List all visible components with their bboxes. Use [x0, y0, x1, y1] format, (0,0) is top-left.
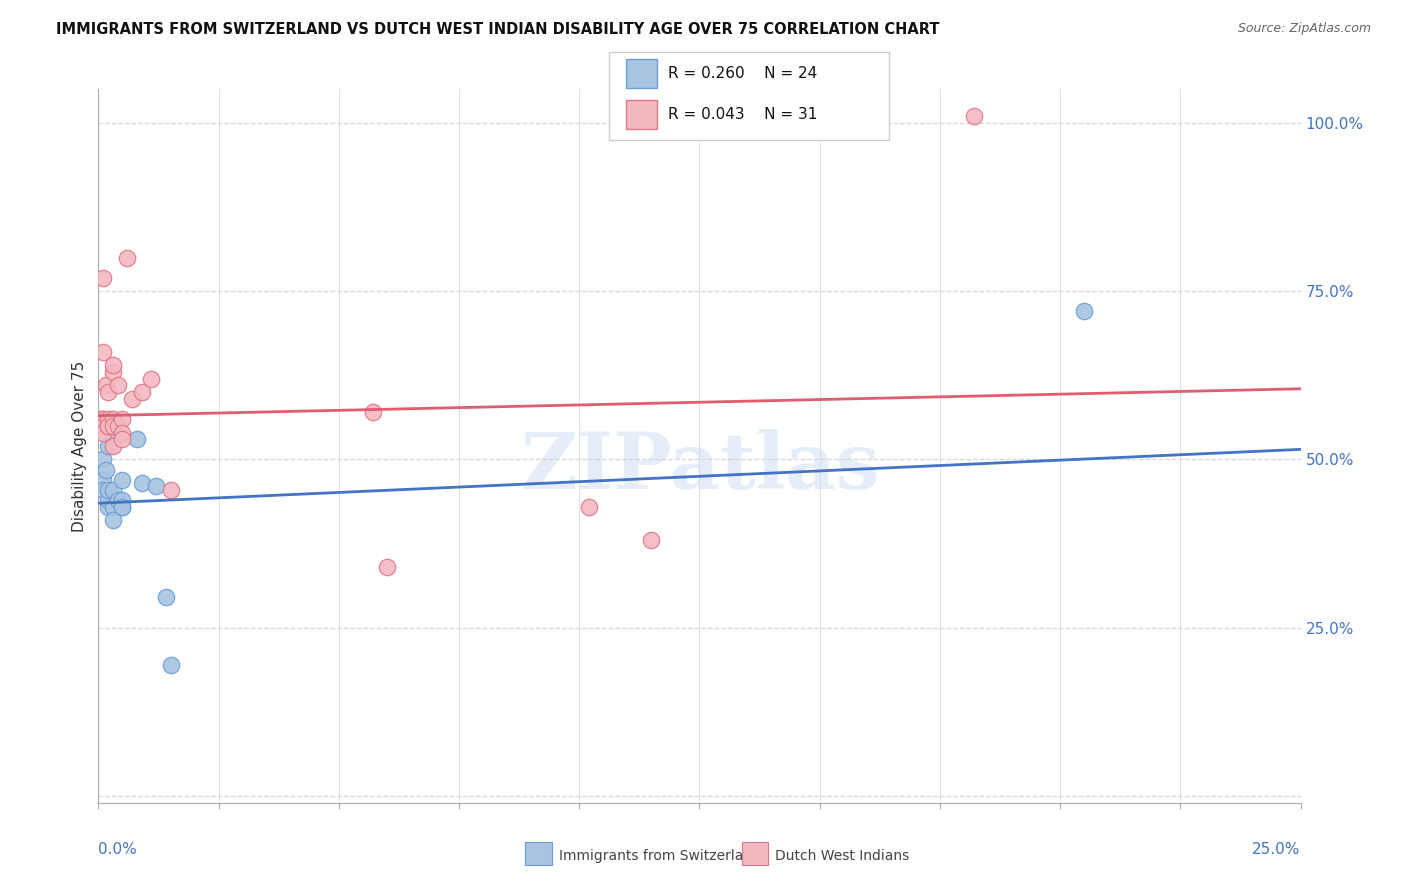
Point	[1073, 304, 1095, 318]
Point	[131, 385, 153, 400]
Point	[107, 378, 129, 392]
Text: Source: ZipAtlas.com: Source: ZipAtlas.com	[1237, 22, 1371, 36]
FancyBboxPatch shape	[526, 842, 551, 865]
Point	[97, 412, 120, 426]
Point	[91, 344, 114, 359]
Point	[101, 358, 124, 372]
Point	[91, 452, 114, 467]
Point	[962, 109, 984, 123]
Point	[141, 372, 163, 386]
Point	[159, 483, 181, 497]
FancyBboxPatch shape	[741, 842, 768, 865]
Point	[97, 418, 120, 433]
Text: R = 0.043    N = 31: R = 0.043 N = 31	[668, 107, 817, 122]
Point	[101, 412, 124, 426]
Text: 0.0%: 0.0%	[98, 842, 138, 857]
Point	[107, 492, 129, 507]
Point	[125, 432, 148, 446]
Point	[111, 500, 134, 514]
Point	[94, 462, 117, 476]
Point	[97, 385, 120, 400]
Point	[131, 476, 153, 491]
Point	[94, 378, 117, 392]
Point	[117, 251, 139, 265]
Y-axis label: Disability Age Over 75: Disability Age Over 75	[72, 360, 87, 532]
Text: IMMIGRANTS FROM SWITZERLAND VS DUTCH WEST INDIAN DISABILITY AGE OVER 75 CORRELAT: IMMIGRANTS FROM SWITZERLAND VS DUTCH WES…	[56, 22, 939, 37]
Point	[111, 432, 134, 446]
Point	[101, 513, 124, 527]
Text: R = 0.260    N = 24: R = 0.260 N = 24	[668, 66, 817, 81]
Point	[91, 473, 114, 487]
Text: Immigrants from Switzerland: Immigrants from Switzerland	[558, 848, 761, 863]
Point	[91, 425, 114, 440]
Point	[101, 500, 124, 514]
Text: ZIPatlas: ZIPatlas	[520, 429, 879, 506]
Point	[91, 412, 114, 426]
Point	[155, 591, 177, 605]
Point	[159, 657, 181, 672]
Point	[375, 560, 398, 574]
Point	[145, 479, 167, 493]
Point	[361, 405, 384, 419]
Point	[101, 439, 124, 453]
Point	[97, 418, 120, 433]
Point	[111, 425, 134, 440]
Point	[578, 500, 600, 514]
Point	[111, 412, 134, 426]
Point	[101, 483, 124, 497]
Point	[97, 492, 120, 507]
Point	[101, 418, 124, 433]
Point	[90, 412, 112, 426]
Point	[101, 425, 124, 440]
Point	[101, 365, 124, 379]
Point	[107, 418, 129, 433]
Text: Dutch West Indians: Dutch West Indians	[775, 848, 910, 863]
Point	[111, 492, 134, 507]
Point	[97, 439, 120, 453]
Point	[111, 473, 134, 487]
Point	[107, 418, 129, 433]
Point	[97, 483, 120, 497]
Point	[111, 500, 134, 514]
Point	[121, 392, 143, 406]
Text: 25.0%: 25.0%	[1253, 842, 1301, 857]
Point	[91, 270, 114, 285]
Point	[640, 533, 662, 548]
Point	[91, 483, 114, 497]
Point	[91, 418, 114, 433]
Point	[97, 500, 120, 514]
